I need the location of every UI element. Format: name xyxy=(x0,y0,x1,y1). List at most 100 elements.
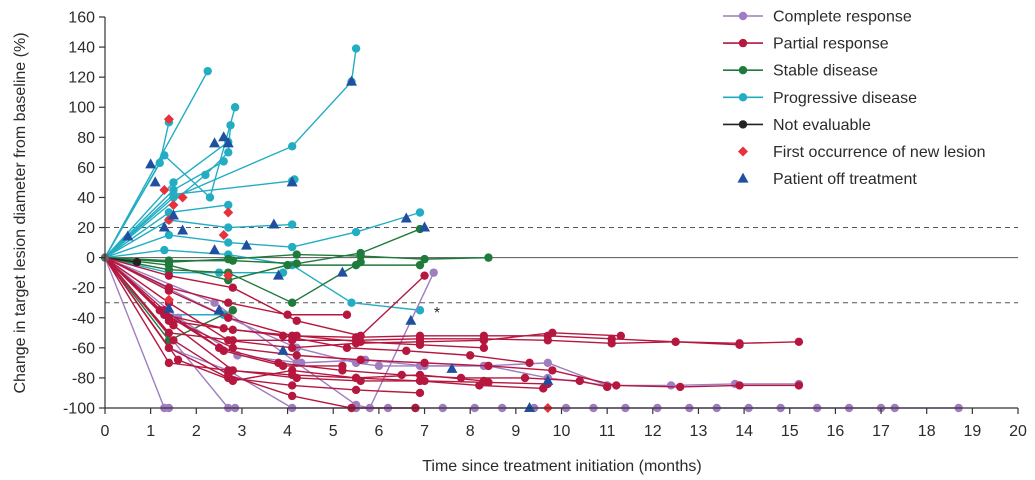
legend-item-3: Progressive disease xyxy=(723,90,917,107)
data-point xyxy=(415,306,425,315)
series-partial-27 xyxy=(104,256,352,319)
data-point xyxy=(671,337,680,347)
legend-item-4: Not evaluable xyxy=(723,117,871,134)
legend-label: Patient off treatment xyxy=(773,171,917,188)
legend-swatch-diamond xyxy=(738,146,748,157)
off-treatment-marker xyxy=(419,221,431,232)
series-partial-33 xyxy=(104,256,429,341)
data-point xyxy=(351,227,361,237)
new-lesion-marker xyxy=(163,294,174,305)
off-treatment-marker xyxy=(524,402,536,412)
x-tick-label: 3 xyxy=(237,423,246,440)
legend-label: Complete response xyxy=(773,9,912,26)
data-point xyxy=(160,151,169,160)
legend-swatch-dot xyxy=(738,120,748,129)
data-point xyxy=(219,346,228,356)
data-point xyxy=(415,208,425,217)
data-point xyxy=(342,310,352,319)
data-point xyxy=(164,328,174,338)
series-progressive-8 xyxy=(104,200,233,259)
data-point xyxy=(169,178,178,187)
data-point xyxy=(283,260,292,270)
data-point xyxy=(374,361,384,371)
data-point xyxy=(219,157,228,166)
off-treatment-marker xyxy=(446,362,458,373)
series-progressive-2 xyxy=(104,103,240,258)
data-point xyxy=(228,376,238,386)
y-tick-label: 120 xyxy=(68,70,95,87)
data-point xyxy=(420,271,429,280)
off-treatment-marker xyxy=(542,374,554,385)
data-point xyxy=(415,334,425,344)
data-point xyxy=(164,271,174,280)
data-point xyxy=(351,385,361,395)
legend-label: Not evaluable xyxy=(773,117,871,134)
new-lesion-marker xyxy=(223,207,234,218)
x-tick-label: 10 xyxy=(553,423,571,440)
data-point xyxy=(278,361,288,371)
legend-swatch-dot xyxy=(738,11,748,21)
series-line xyxy=(104,228,421,265)
x-tick-label: 5 xyxy=(329,423,338,440)
data-point xyxy=(347,298,356,307)
data-point xyxy=(356,251,365,261)
data-point xyxy=(224,313,233,322)
y-tick-label: -60 xyxy=(72,340,95,357)
data-point xyxy=(484,361,493,371)
x-tick-label: 7 xyxy=(420,423,429,440)
data-point xyxy=(415,388,425,398)
series-progressive-10 xyxy=(104,208,425,259)
data-point xyxy=(794,381,804,390)
x-tick-label: 0 xyxy=(101,423,110,440)
y-tick-label: 80 xyxy=(77,130,95,147)
data-point xyxy=(287,391,297,401)
new-lesion-marker xyxy=(163,114,174,125)
x-tick-label: 19 xyxy=(963,423,981,440)
data-point xyxy=(287,381,297,390)
data-point xyxy=(160,245,169,255)
legend-item-5: First occurrence of new lesion xyxy=(738,144,986,161)
data-point xyxy=(456,373,466,383)
x-tick-label: 1 xyxy=(146,423,155,440)
data-point xyxy=(224,238,233,247)
legend-label: First occurrence of new lesion xyxy=(773,144,986,161)
data-point xyxy=(287,142,297,151)
legend-swatch-triangle xyxy=(737,172,749,183)
off-treatment-marker xyxy=(222,137,234,148)
data-point xyxy=(466,351,475,360)
off-treatment-marker xyxy=(167,209,179,220)
legend-swatch-dot xyxy=(738,66,748,75)
data-point xyxy=(415,376,425,386)
x-tick-label: 12 xyxy=(644,423,662,440)
data-point xyxy=(548,328,557,338)
series-line xyxy=(104,122,170,258)
data-point xyxy=(415,260,425,270)
data-point xyxy=(287,366,297,375)
series-line xyxy=(104,107,236,258)
x-tick-label: 8 xyxy=(466,423,475,440)
series-partial-32 xyxy=(104,257,489,386)
series-not_evaluable-19 xyxy=(104,256,142,267)
legend-item-2: Stable disease xyxy=(723,63,878,80)
y-tick-label: -100 xyxy=(63,401,95,418)
data-point xyxy=(543,336,553,345)
new-lesion-marker xyxy=(218,230,229,241)
legend-label: Partial response xyxy=(773,36,889,53)
data-point xyxy=(228,283,238,292)
data-point xyxy=(342,343,352,353)
y-tick-label: 60 xyxy=(77,160,95,177)
off-treatment-marker xyxy=(405,314,417,325)
x-tick-label: 4 xyxy=(283,423,292,440)
data-point xyxy=(612,381,621,390)
data-point xyxy=(287,242,297,252)
data-point xyxy=(356,355,365,365)
series-line xyxy=(104,256,138,263)
data-point xyxy=(666,381,676,390)
series-line xyxy=(104,257,608,388)
new-lesion-marker xyxy=(177,192,188,203)
data-point xyxy=(228,343,238,353)
annotation-asterisk: * xyxy=(434,305,440,322)
data-point xyxy=(543,358,553,368)
data-point xyxy=(735,340,744,350)
